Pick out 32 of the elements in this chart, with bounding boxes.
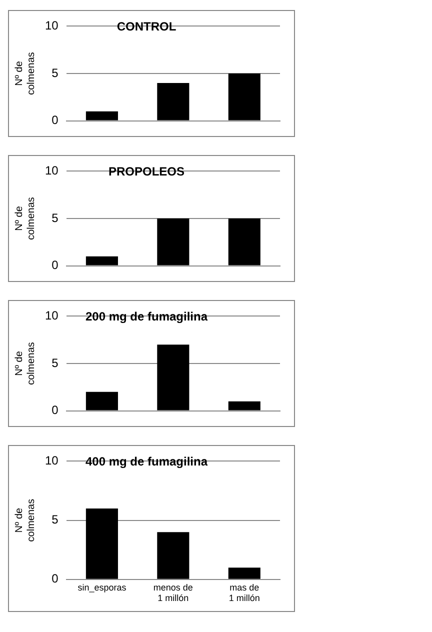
y-axis-title: Nº de colmenas: [14, 197, 37, 240]
y-tick-label: 0: [52, 572, 59, 586]
bar: [228, 568, 260, 579]
bar: [157, 82, 190, 120]
y-tick-label: 10: [44, 454, 59, 468]
y-tick-label: 0: [52, 403, 59, 418]
y-tick-label: 0: [52, 113, 59, 128]
y-axis-title: Nº de colmenas: [14, 52, 37, 95]
bar: [86, 508, 118, 579]
x-tick-label: menos de 1 millón: [153, 582, 193, 604]
y-tick-label: 5: [52, 210, 59, 225]
x-tick-label: sin_esporas: [78, 582, 127, 592]
chart-title: 200 mg de fumagilina: [85, 309, 208, 324]
bar: [157, 344, 190, 410]
y-tick-label: 5: [52, 356, 59, 370]
y-tick-label: 0: [52, 258, 59, 272]
chart-title: 400 mg de fumagilina: [85, 454, 208, 468]
bar: [228, 74, 260, 120]
chart-title: PROPOLEOS: [108, 164, 185, 178]
chart-title: CONTROL: [116, 19, 176, 34]
bar: [157, 532, 190, 579]
y-tick-label: 10: [44, 308, 59, 323]
y-axis-title: Nº de colmenas: [14, 342, 37, 385]
y-tick-label: 10: [44, 164, 59, 178]
y-tick-label: 10: [44, 18, 59, 33]
y-tick-label: 5: [52, 512, 59, 527]
bar: [228, 401, 260, 410]
y-tick-label: 5: [52, 66, 59, 80]
x-tick-label: mas de 1 millón: [228, 582, 260, 604]
bar: [86, 111, 118, 120]
y-axis-title: Nº de colmenas: [14, 498, 37, 542]
bar: [86, 392, 118, 410]
